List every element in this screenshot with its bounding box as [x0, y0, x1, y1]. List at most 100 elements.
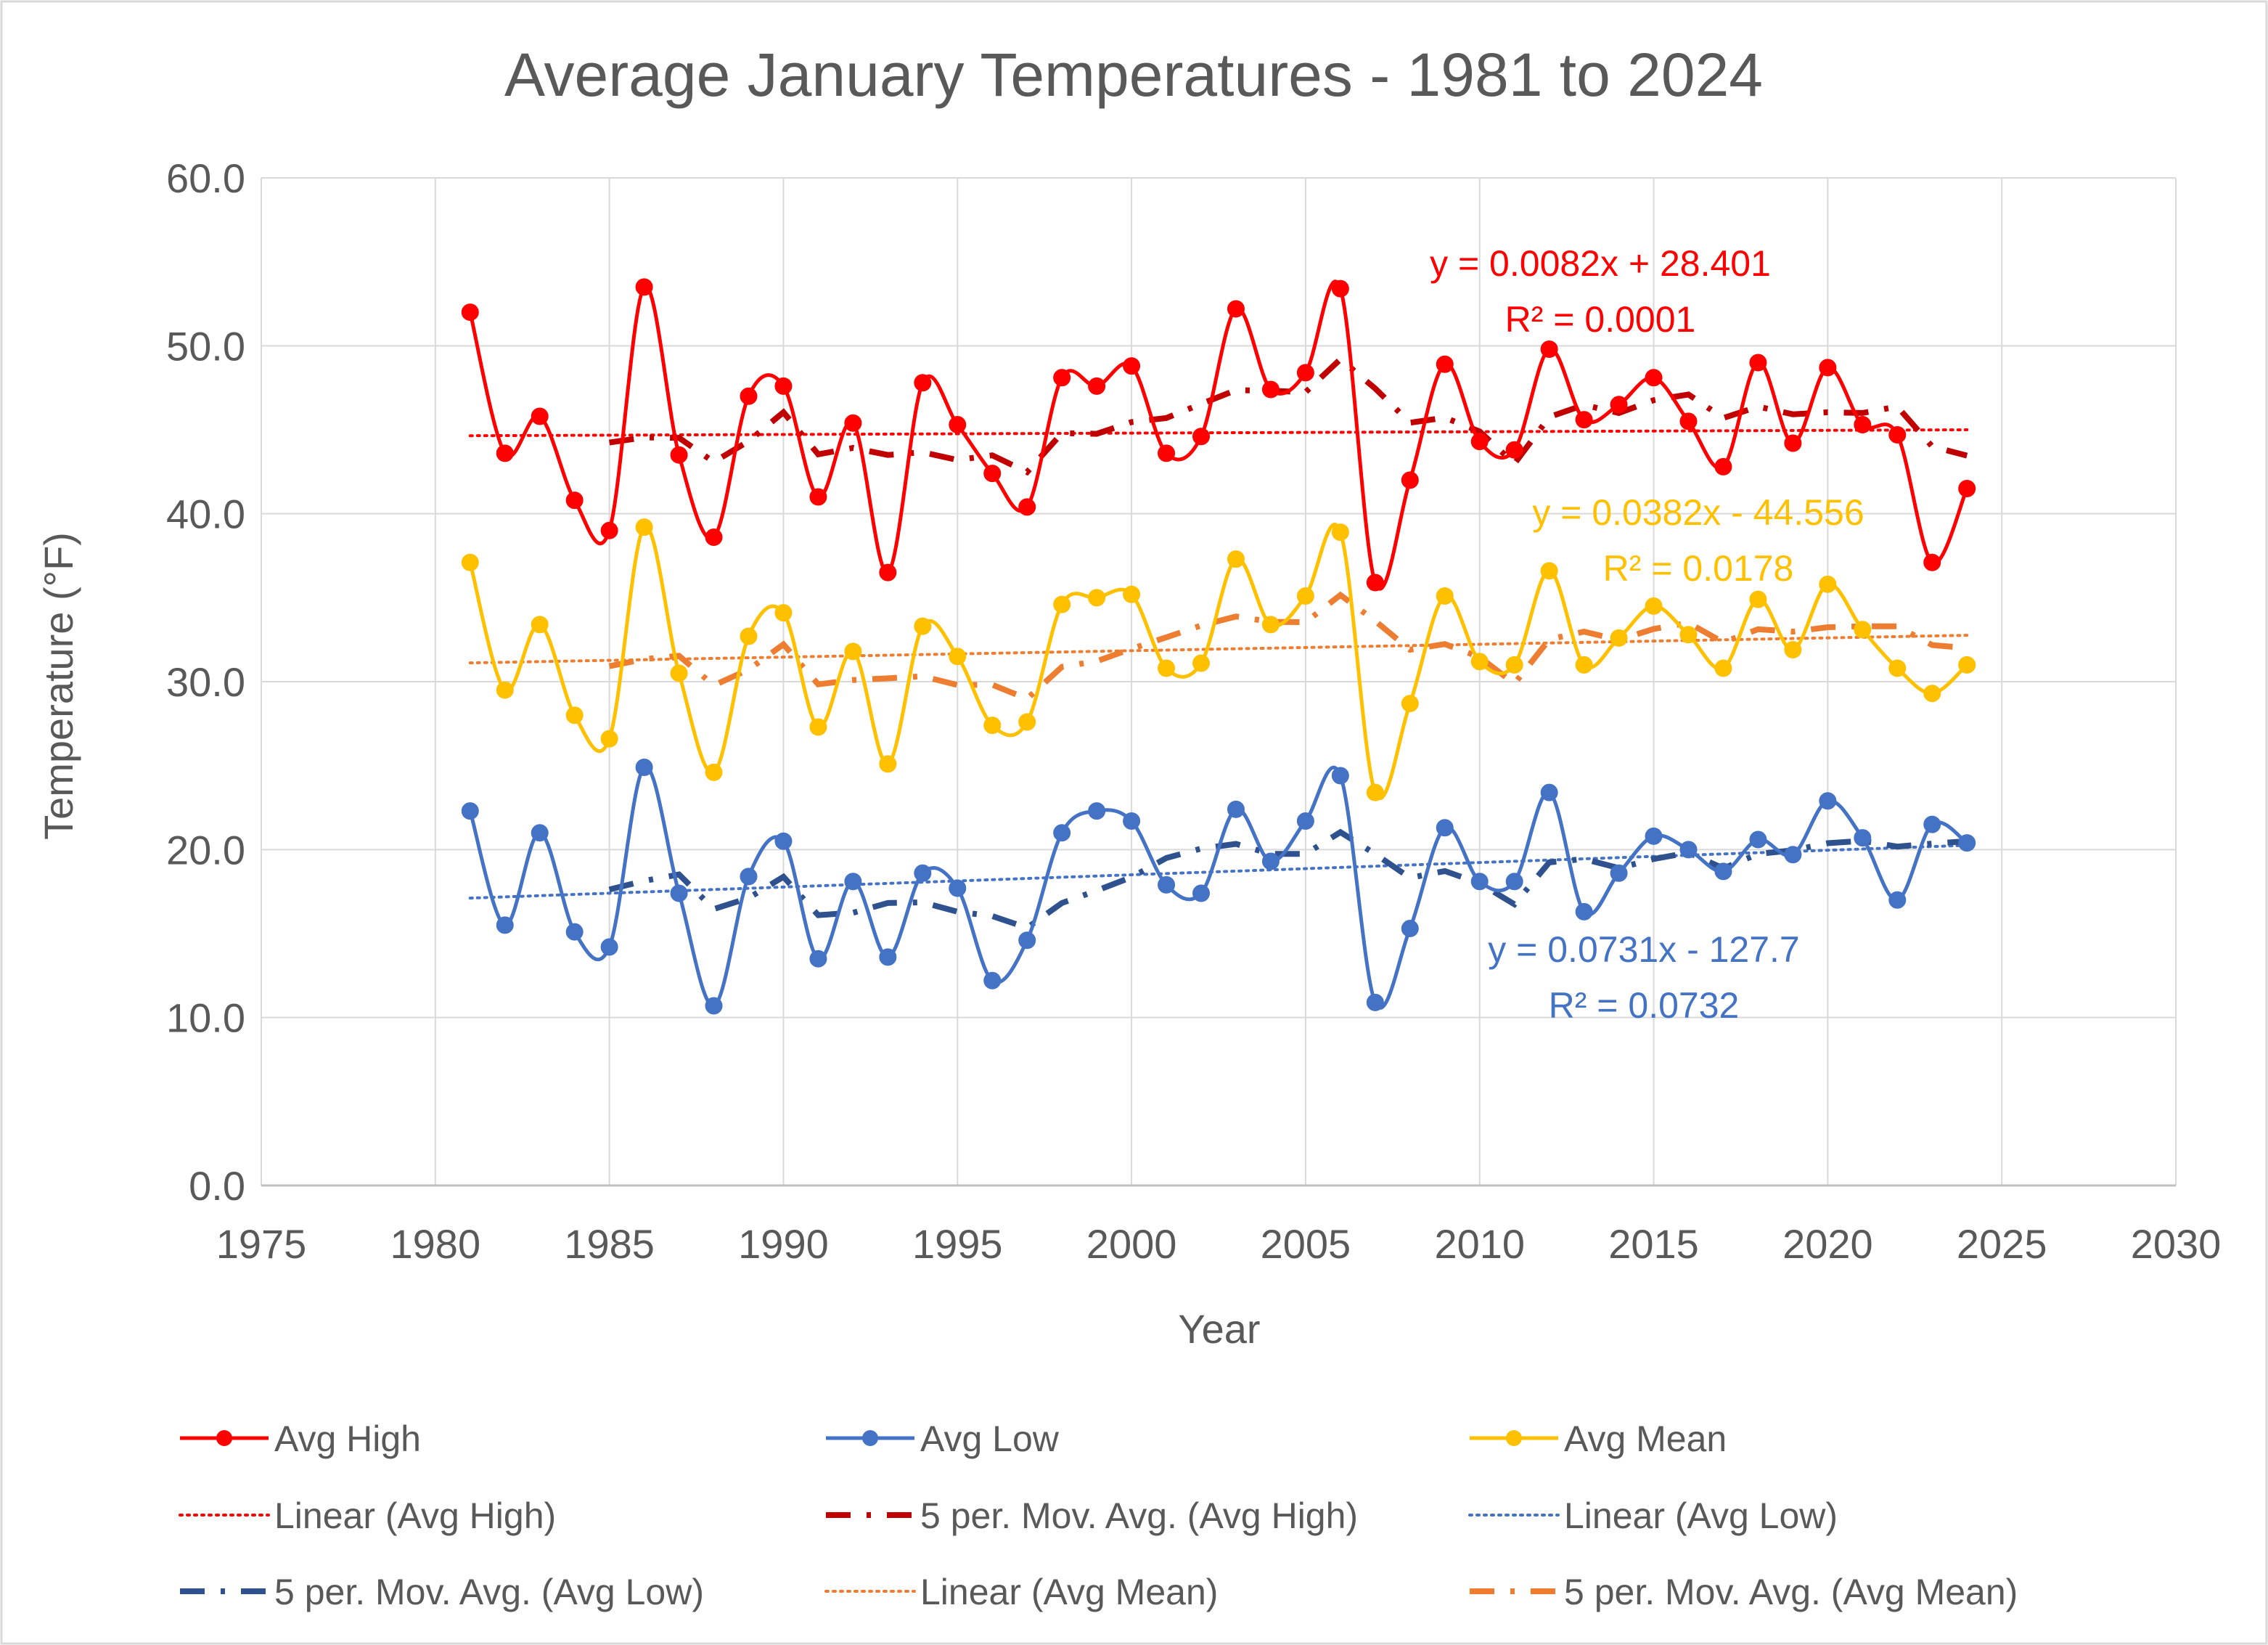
avg-low-point — [1505, 873, 1523, 891]
avg-mean-point — [1470, 653, 1489, 671]
legend-item-avg-low: Avg Low — [826, 1419, 1060, 1459]
y-tick-label: 0.0 — [189, 1163, 245, 1209]
x-tick-label: 2025 — [1957, 1221, 2047, 1267]
avg-mean-point — [1714, 659, 1732, 677]
avg-low-trend-equation: y = 0.0731x - 127.7 — [1488, 929, 1799, 970]
avg-high-point — [1540, 340, 1558, 358]
avg-low-point — [914, 864, 932, 882]
avg-low-point — [1575, 902, 1593, 921]
legend-swatch-marker — [216, 1430, 232, 1446]
avg-high-point — [1958, 479, 1976, 497]
avg-low-point — [1610, 864, 1628, 882]
legend-item-5-per-mov-avg-avg-mean: 5 per. Mov. Avg. (Avg Mean) — [1470, 1572, 2018, 1612]
avg-high-point — [1575, 411, 1593, 429]
legend-swatch-marker — [862, 1430, 878, 1446]
series-lines — [461, 278, 1976, 1015]
avg-low-point — [1679, 841, 1698, 859]
avg-low-point — [1888, 891, 1907, 909]
avg-low-point — [461, 802, 479, 820]
legend-label: Linear (Avg Mean) — [920, 1572, 1218, 1612]
avg-low-point — [1819, 792, 1837, 810]
avg-high-point — [1123, 357, 1141, 375]
avg-low-point — [1192, 884, 1211, 902]
avg-low-point — [1366, 993, 1384, 1011]
avg-high-point — [670, 446, 688, 464]
avg-mean-point — [1749, 590, 1767, 608]
avg-low-point — [1784, 846, 1802, 864]
avg-high-point — [1505, 441, 1523, 459]
avg-mean-point — [1436, 587, 1454, 605]
avg-mean-point — [1819, 575, 1837, 593]
avg-low-point — [1018, 931, 1036, 950]
legend-label: Linear (Avg Low) — [1564, 1495, 1838, 1536]
x-tick-label: 1985 — [564, 1221, 655, 1267]
avg-low-point — [635, 758, 653, 776]
avg-mean-point — [1505, 656, 1523, 674]
avg-high-trend-r2: R² = 0.0001 — [1505, 299, 1696, 340]
avg-low-point — [1714, 862, 1732, 881]
x-tick-label: 2000 — [1086, 1221, 1177, 1267]
avg-low-point — [1158, 875, 1176, 894]
avg-low-point — [774, 832, 793, 850]
avg-mean-point — [949, 648, 967, 666]
avg-high-point — [1366, 573, 1384, 592]
avg-mean-point — [809, 718, 827, 736]
avg-high-point — [1784, 434, 1802, 452]
avg-low-point — [1227, 800, 1245, 818]
avg-low-point — [949, 879, 967, 897]
avg-high-point — [914, 374, 932, 392]
legend-label: 5 per. Mov. Avg. (Avg Mean) — [1564, 1572, 2018, 1612]
x-tick-label: 1980 — [390, 1221, 481, 1267]
x-tick-label: 1995 — [912, 1221, 1003, 1267]
axes: 0.0 10.0 20.0 30.0 40.0 50.0 60.0 1975 1980 1985 1… — [166, 155, 2221, 1267]
avg-mean-point — [635, 518, 653, 536]
avg-low-linear-trendline — [468, 844, 1969, 900]
y-tick-label: 50.0 — [166, 323, 245, 369]
avg-low-point — [1088, 802, 1106, 820]
avg-high-point — [461, 303, 479, 322]
avg-high-point — [1854, 416, 1872, 434]
avg-mean-point — [1192, 654, 1211, 672]
avg-low-point — [1645, 827, 1663, 845]
avg-high-point — [949, 416, 967, 434]
avg-mean-trend-equation: y = 0.0382x - 44.556 — [1532, 492, 1864, 533]
avg-mean-point — [600, 730, 618, 748]
avg-high-point — [879, 563, 897, 581]
avg-mean-point — [1923, 685, 1941, 703]
avg-mean-point — [1366, 783, 1384, 801]
avg-high-point — [1923, 553, 1941, 571]
x-tick-label: 1975 — [216, 1221, 307, 1267]
avg-low-moving-average — [608, 828, 1968, 931]
avg-high-point — [1645, 369, 1663, 387]
avg-high-point — [600, 521, 618, 539]
avg-high-point — [740, 387, 758, 405]
chart-title: Average January Temperatures - 1981 to 2… — [504, 41, 1763, 109]
legend-label: 5 per. Mov. Avg. (Avg Low) — [274, 1572, 704, 1612]
avg-low-point — [809, 950, 827, 968]
x-axis-title: Year — [1178, 1306, 1260, 1352]
legend-item-5-per-mov-avg-avg-low: 5 per. Mov. Avg. (Avg Low) — [180, 1572, 704, 1612]
legend-label: 5 per. Mov. Avg. (Avg High) — [920, 1495, 1358, 1536]
avg-mean-point — [1296, 587, 1314, 605]
avg-mean-point — [670, 664, 688, 682]
avg-mean-point — [705, 763, 723, 781]
avg-mean-point — [1401, 695, 1419, 713]
y-tick-label: 20.0 — [166, 827, 245, 873]
legend-item-linear-avg-low: Linear (Avg Low) — [1468, 1495, 1838, 1536]
legend-label: Avg High — [274, 1419, 421, 1459]
avg-high-point — [1227, 300, 1245, 318]
avg-mean-point — [983, 717, 1002, 735]
y-tick-label: 60.0 — [166, 155, 245, 201]
avg-low-line — [468, 764, 1968, 1010]
x-tick-label: 2010 — [1434, 1221, 1525, 1267]
avg-mean-point — [879, 755, 897, 773]
avg-high-point — [1018, 498, 1036, 516]
avg-mean-point — [531, 616, 549, 634]
avg-low-point — [879, 948, 897, 966]
avg-high-point — [1192, 428, 1211, 446]
avg-low-point — [1331, 767, 1349, 785]
avg-mean-point — [1331, 523, 1349, 542]
avg-high-linear-trendline — [468, 428, 1969, 438]
